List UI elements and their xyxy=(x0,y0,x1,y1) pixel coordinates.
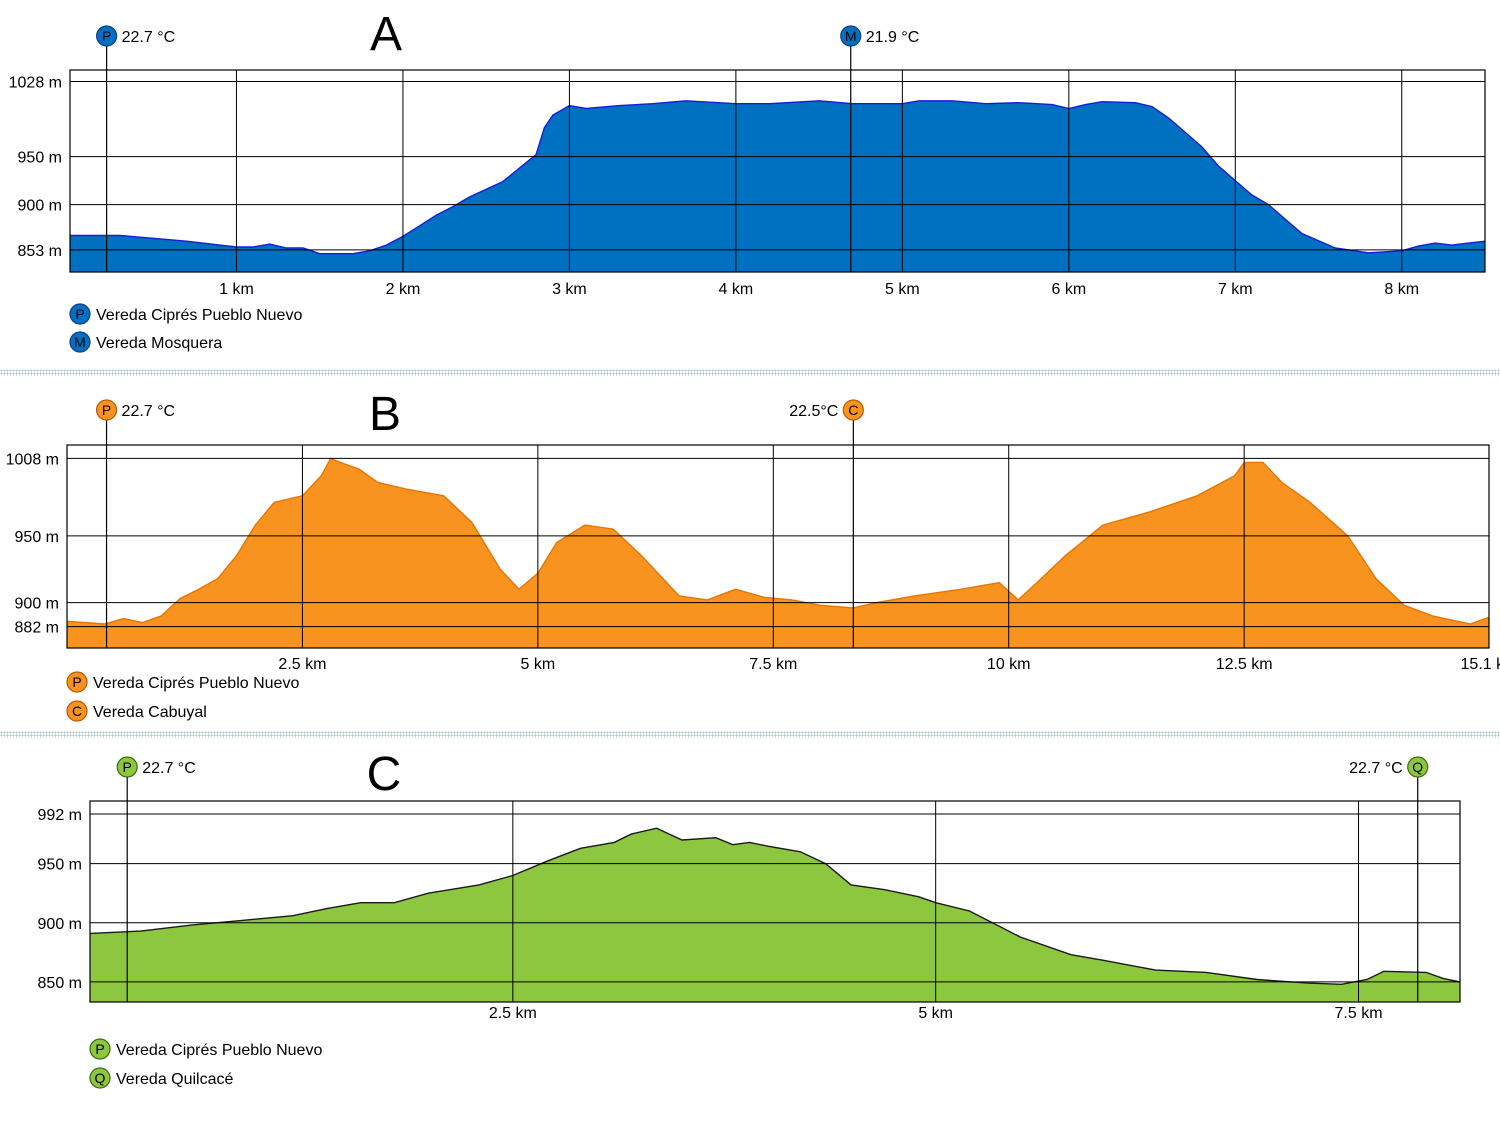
legend-letter: P xyxy=(72,674,81,690)
location-marker-badge xyxy=(1407,756,1429,778)
y-tick-label: 900 m xyxy=(15,596,59,613)
elevation-line xyxy=(70,100,1486,255)
location-marker-badge xyxy=(840,25,862,47)
panel-title: B xyxy=(369,388,401,441)
x-tick-label: 5 km xyxy=(885,281,920,298)
plot-frame xyxy=(69,69,1486,273)
legend-badge xyxy=(69,331,91,353)
y-tick-label: 950 m xyxy=(18,150,62,167)
legend-badge xyxy=(69,303,91,325)
x-tick-label: 10 km xyxy=(987,656,1031,673)
temperature-label: 22.5°C xyxy=(789,403,838,420)
location-marker-letter: M xyxy=(845,28,857,44)
temperature-label: 22.7 °C xyxy=(122,403,176,420)
y-tick-label: 1008 m xyxy=(6,451,59,468)
x-tick-label: 7.5 km xyxy=(749,656,797,673)
legend-badge xyxy=(89,1038,111,1060)
legend-label: Vereda Cabuyal xyxy=(93,704,207,721)
x-tick-label: 7 km xyxy=(1218,281,1253,298)
temperature-label: 22.7 °C xyxy=(122,29,176,46)
x-tick-label: 1 km xyxy=(219,281,254,298)
x-tick-label: 5 km xyxy=(918,1005,953,1022)
x-tick-label: 4 km xyxy=(719,281,754,298)
y-tick-label: 900 m xyxy=(18,198,62,215)
legend-badge xyxy=(66,671,88,693)
legend-label: Vereda Ciprés Pueblo Nuevo xyxy=(116,1042,322,1059)
temperature-label: 22.7 °C xyxy=(142,760,196,777)
temperature-label: 22.7 °C xyxy=(1349,760,1403,777)
location-marker-letter: P xyxy=(123,759,132,775)
x-tick-label: 12.5 km xyxy=(1216,656,1273,673)
elevation-line xyxy=(89,827,1461,986)
legend-letter: C xyxy=(72,703,82,719)
legend-badge xyxy=(66,700,88,722)
x-tick-label: 15.1 km xyxy=(1461,656,1500,673)
x-tick-label: 2.5 km xyxy=(278,656,326,673)
location-marker-letter: P xyxy=(102,402,111,418)
legend-label: Vereda Ciprés Pueblo Nuevo xyxy=(96,307,302,324)
elevation-area xyxy=(70,100,1485,272)
x-tick-label: 6 km xyxy=(1051,281,1086,298)
location-marker-badge xyxy=(842,399,864,421)
legend-label: Vereda Mosquera xyxy=(96,335,222,352)
plot-frame xyxy=(89,800,1461,1003)
panel-separator xyxy=(0,731,1500,738)
x-tick-label: 7.5 km xyxy=(1335,1005,1383,1022)
x-tick-label: 2.5 km xyxy=(489,1005,537,1022)
y-tick-label: 850 m xyxy=(38,975,82,992)
legend-letter: Q xyxy=(95,1070,106,1086)
location-marker-badge xyxy=(96,25,118,47)
y-tick-label: 950 m xyxy=(15,529,59,546)
legend-label: Vereda Ciprés Pueblo Nuevo xyxy=(93,675,299,692)
elevation-line xyxy=(66,457,1490,625)
panel-title: C xyxy=(367,748,402,801)
elevation-area xyxy=(90,828,1460,1002)
y-tick-label: 992 m xyxy=(38,807,82,824)
elevation-chart-a: 853 m 900 m 950 m 1028 m 1 km 2 km 3 km 4 km 5 k… xyxy=(9,8,1486,353)
location-marker-badge xyxy=(116,756,138,778)
x-tick-label: 8 km xyxy=(1384,281,1419,298)
y-tick-label: 882 m xyxy=(15,620,59,637)
legend-badge xyxy=(89,1067,111,1089)
x-tick-label: 5 km xyxy=(521,656,556,673)
y-tick-label: 900 m xyxy=(38,916,82,933)
x-tick-label: 3 km xyxy=(552,281,587,298)
elevation-chart-b: 882 m 900 m 950 m 1008 m 2.5 km 5 km 7.5 km 10 … xyxy=(6,388,1500,722)
legend-label: Vereda Quilcacé xyxy=(116,1071,234,1088)
elevation-chart-c: 850 m 900 m 950 m 992 m 2.5 km 5 km 7.5 km C P 22… xyxy=(38,748,1461,1089)
location-marker-badge xyxy=(95,399,118,421)
legend-letter: P xyxy=(75,306,84,322)
legend-letter: P xyxy=(95,1041,104,1057)
panel-separator xyxy=(0,369,1500,376)
plot-frame xyxy=(66,444,1490,649)
location-marker-letter: P xyxy=(102,28,111,44)
elevation-area xyxy=(67,458,1489,648)
temperature-label: 21.9 °C xyxy=(866,29,920,46)
location-marker-letter: C xyxy=(848,402,858,418)
y-tick-label: 853 m xyxy=(18,243,62,260)
x-tick-label: 2 km xyxy=(386,281,421,298)
location-marker-letter: Q xyxy=(1412,759,1423,775)
panel-title: A xyxy=(370,8,402,61)
legend-letter: M xyxy=(74,334,86,350)
y-tick-label: 1028 m xyxy=(9,75,62,92)
y-tick-label: 950 m xyxy=(38,857,82,874)
